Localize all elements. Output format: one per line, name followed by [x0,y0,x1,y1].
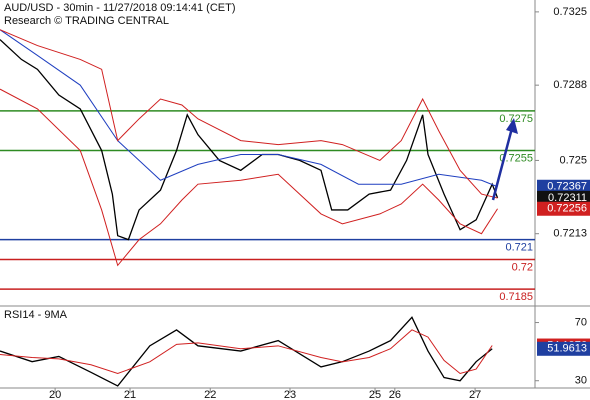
price-tag [537,190,590,205]
series-line [0,29,498,188]
y-tick-label: 30 [575,375,587,387]
x-tick-label: 26 [389,389,401,400]
price-tag-label: 0.72367 [547,181,587,193]
chart-title: AUD/USD - 30min - 11/27/2018 09:14:41 (C… [4,2,236,14]
price-tag [537,201,590,216]
x-tick-label: 25 [369,389,381,400]
price-tag-label: 0.72256 [547,203,587,215]
pane-title: RSI14 - 9MA [4,309,68,321]
price-tag [537,341,590,356]
price-tag [537,179,590,194]
series-line [0,329,493,375]
level-label: 0.721 [505,242,533,254]
level-label: 0.7185 [499,291,533,303]
level-label: 0.7275 [499,113,533,125]
series-line [0,88,498,267]
y-tick-label: 70 [575,316,587,328]
arrow-head [506,118,518,134]
price-tag-label: 51.9613 [547,343,587,355]
series-line [0,316,493,387]
price-tag-label: 0.72311 [548,192,587,204]
level-label: 0.7255 [499,152,533,164]
series-line [0,29,498,199]
x-tick-label: 22 [204,389,216,400]
x-tick-label: 23 [284,389,296,400]
y-tick-label: 0.7213 [553,228,587,240]
forecast-arrow [491,127,514,201]
x-tick-label: 21 [124,389,136,400]
y-tick-label: 0.7325 [553,6,587,18]
series-line [0,39,499,241]
x-tick-label: 20 [49,389,61,400]
level-label: 0.72 [512,261,533,273]
chart-subtitle: Research © TRADING CENTRAL [4,15,169,27]
x-tick-label: 27 [469,389,481,400]
y-tick-label: 0.725 [559,154,587,166]
y-tick-label: 0.7288 [553,79,587,91]
